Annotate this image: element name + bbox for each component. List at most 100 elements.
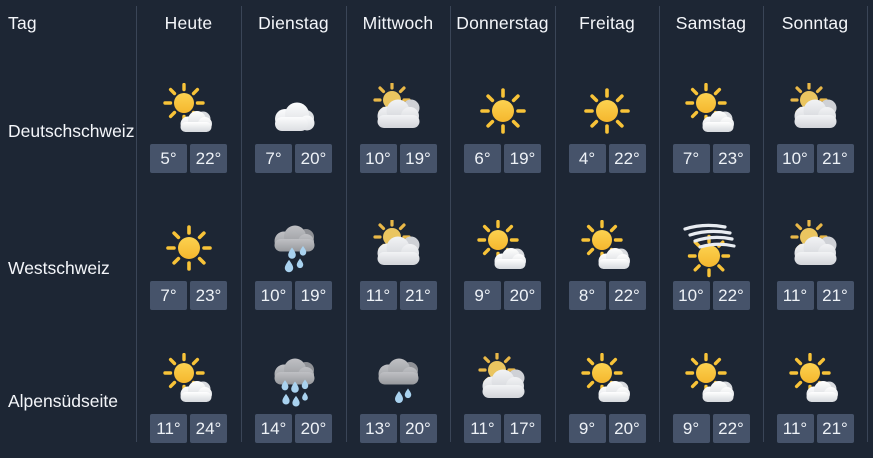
partly-cloudy-icon [366,220,430,278]
partly-sunny-icon [471,220,535,278]
max-temperature: 21° [816,414,854,443]
forecast-cell: 13° 20° [346,325,450,458]
day-header-heute: Heute [164,12,213,33]
day-header-mittwoch: Mittwoch [362,12,434,33]
sun-icon [575,83,639,141]
day-header-donnerstag: Donnerstag [456,12,549,33]
partly-sunny-icon [783,353,847,411]
cloudy-icon [262,83,326,141]
partly-cloudy-icon [783,220,847,278]
temperature-badges: 7° 23° [150,281,227,310]
min-temperature: 13° [359,414,397,443]
forecast-cell: 10° 19° [346,46,450,188]
forecast-cell: 7° 23° [659,46,763,188]
min-temperature: 7° [672,144,710,173]
column-divider [659,6,660,442]
min-temperature: 5° [150,144,187,173]
max-temperature: 23° [712,144,750,173]
max-temperature: 22° [712,414,750,443]
tag-column-header: Tag [8,12,37,33]
column-divider [555,6,556,442]
max-temperature: 20° [399,414,437,443]
forecast-cell: 5° 22° [136,46,241,188]
temperature-badges: 7° 20° [255,144,332,173]
temperature-badges: 10° 19° [359,144,437,173]
min-temperature: 10° [359,144,397,173]
light-rain-icon [366,353,430,411]
forecast-cell: 7° 20° [241,46,346,188]
temperature-badges: 11° 24° [150,414,227,443]
max-temperature: 19° [399,144,437,173]
temperature-badges: 9° 22° [672,414,750,443]
max-temperature: 21° [816,144,854,173]
max-temperature: 22° [190,144,227,173]
temperature-badges: 14° 20° [255,414,332,443]
partly-sunny-icon [157,83,221,141]
max-temperature: 20° [608,414,646,443]
min-temperature: 7° [255,144,292,173]
sun-icon [471,83,535,141]
forecast-cell: 10° 19° [241,188,346,325]
max-temperature: 17° [504,414,541,443]
day-header-freitag: Freitag [579,12,635,33]
max-temperature: 20° [504,281,541,310]
min-temperature: 10° [672,281,710,310]
region-label-westschweiz: Westschweiz [8,258,110,278]
temperature-badges: 11° 21° [776,414,854,443]
forecast-cell: 9° 20° [450,188,555,325]
temperature-badges: 13° 20° [359,414,437,443]
fog-sun-icon [679,220,743,278]
partly-cloudy-icon [471,353,535,411]
region-label-alpensuedseite: Alpensüdseite [8,391,118,411]
min-temperature: 9° [672,414,710,443]
temperature-badges: 5° 22° [150,144,227,173]
min-temperature: 11° [776,414,814,443]
min-temperature: 4° [568,144,606,173]
max-temperature: 20° [295,414,332,443]
max-temperature: 21° [816,281,854,310]
column-divider [346,6,347,442]
min-temperature: 10° [776,144,814,173]
min-temperature: 9° [568,414,606,443]
temperature-badges: 11° 17° [464,414,541,443]
min-temperature: 11° [359,281,397,310]
forecast-cell: 11° 21° [763,188,867,325]
max-temperature: 22° [712,281,750,310]
temperature-badges: 7° 23° [672,144,750,173]
day-header-samstag: Samstag [675,12,747,33]
min-temperature: 9° [464,281,501,310]
max-temperature: 19° [504,144,541,173]
column-divider [867,6,868,442]
temperature-badges: 10° 21° [776,144,854,173]
heavy-rain-icon [262,353,326,411]
partly-sunny-icon [575,220,639,278]
min-temperature: 11° [464,414,501,443]
forecast-cell: 9° 20° [555,325,659,458]
forecast-cell: 9° 22° [659,325,763,458]
temperature-badges: 10° 22° [672,281,750,310]
forecast-cell: 10° 21° [763,46,867,188]
min-temperature: 11° [150,414,187,443]
column-divider [241,6,242,442]
max-temperature: 21° [399,281,437,310]
temperature-badges: 6° 19° [464,144,541,173]
temperature-badges: 11° 21° [359,281,437,310]
max-temperature: 24° [190,414,227,443]
forecast-cell: 11° 17° [450,325,555,458]
forecast-cell: 6° 19° [450,46,555,188]
min-temperature: 10° [255,281,292,310]
min-temperature: 14° [255,414,292,443]
max-temperature: 20° [295,144,332,173]
min-temperature: 6° [464,144,501,173]
partly-sunny-icon [679,353,743,411]
min-temperature: 7° [150,281,187,310]
day-header-dienstag: Dienstag [258,12,329,33]
forecast-cell: 10° 22° [659,188,763,325]
temperature-badges: 8° 22° [568,281,646,310]
forecast-cell: 14° 20° [241,325,346,458]
column-divider [450,6,451,442]
column-divider [136,6,137,442]
partly-sunny-icon [679,83,743,141]
max-temperature: 22° [608,281,646,310]
